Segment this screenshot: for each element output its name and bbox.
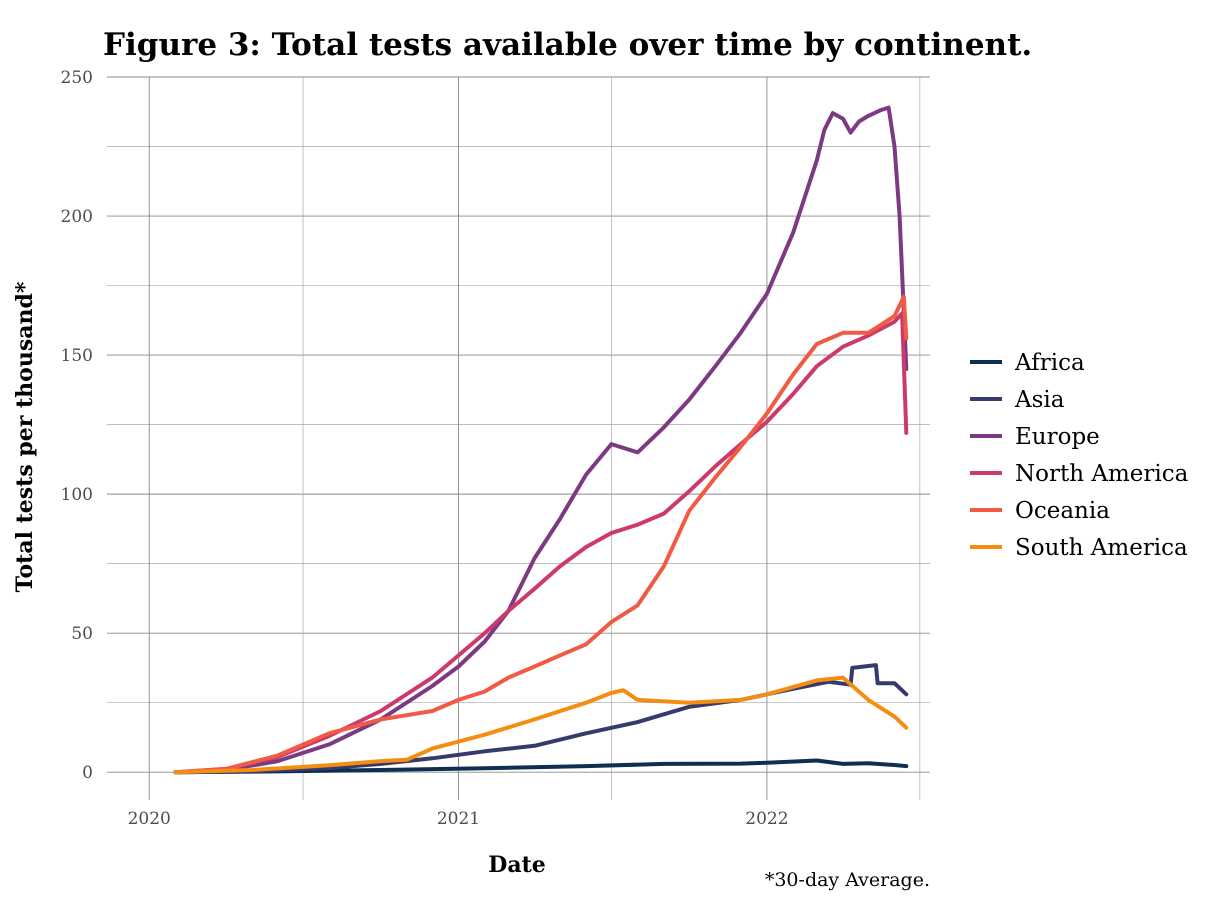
y-axis-ticks: 0 50 100 150 200 250: [61, 68, 93, 783]
legend-label-oceania: Oceania: [1015, 498, 1110, 524]
y-tick-label: 0: [82, 763, 93, 783]
legend: Africa Asia Europe North America Oceania Sout…: [970, 350, 1189, 561]
y-tick-label: 150: [61, 346, 93, 366]
series-line-europe: [173, 105, 909, 775]
legend-label-south-america: South America: [1015, 535, 1188, 561]
series-line-africa: [173, 758, 909, 775]
x-tick-label: 2021: [437, 809, 480, 829]
series-line-north-america: [173, 311, 909, 775]
series-line-south-america: [173, 675, 909, 775]
y-tick-label: 50: [71, 624, 93, 644]
x-tick-label: 2022: [745, 809, 788, 829]
x-axis-label: Date: [488, 852, 546, 878]
x-tick-label: 2020: [128, 809, 171, 829]
chart-title: Figure 3: Total tests available over tim…: [103, 27, 1032, 63]
y-axis-label: Total tests per thousand*: [12, 281, 38, 592]
x-axis-ticks: 2020 2021 2022: [128, 809, 789, 829]
gridlines: [107, 76, 930, 800]
legend-label-asia: Asia: [1014, 387, 1065, 413]
y-tick-label: 250: [61, 68, 93, 88]
chart-caption: *30-day Average.: [765, 869, 930, 891]
series-line-asia: [173, 663, 909, 775]
legend-label-north-america: North America: [1015, 461, 1189, 487]
y-tick-label: 200: [61, 207, 93, 227]
legend-label-europe: Europe: [1015, 424, 1100, 450]
y-tick-label: 100: [61, 485, 93, 505]
legend-label-africa: Africa: [1014, 350, 1085, 376]
series-line-oceania: [173, 294, 909, 775]
series-lines: [173, 105, 909, 775]
